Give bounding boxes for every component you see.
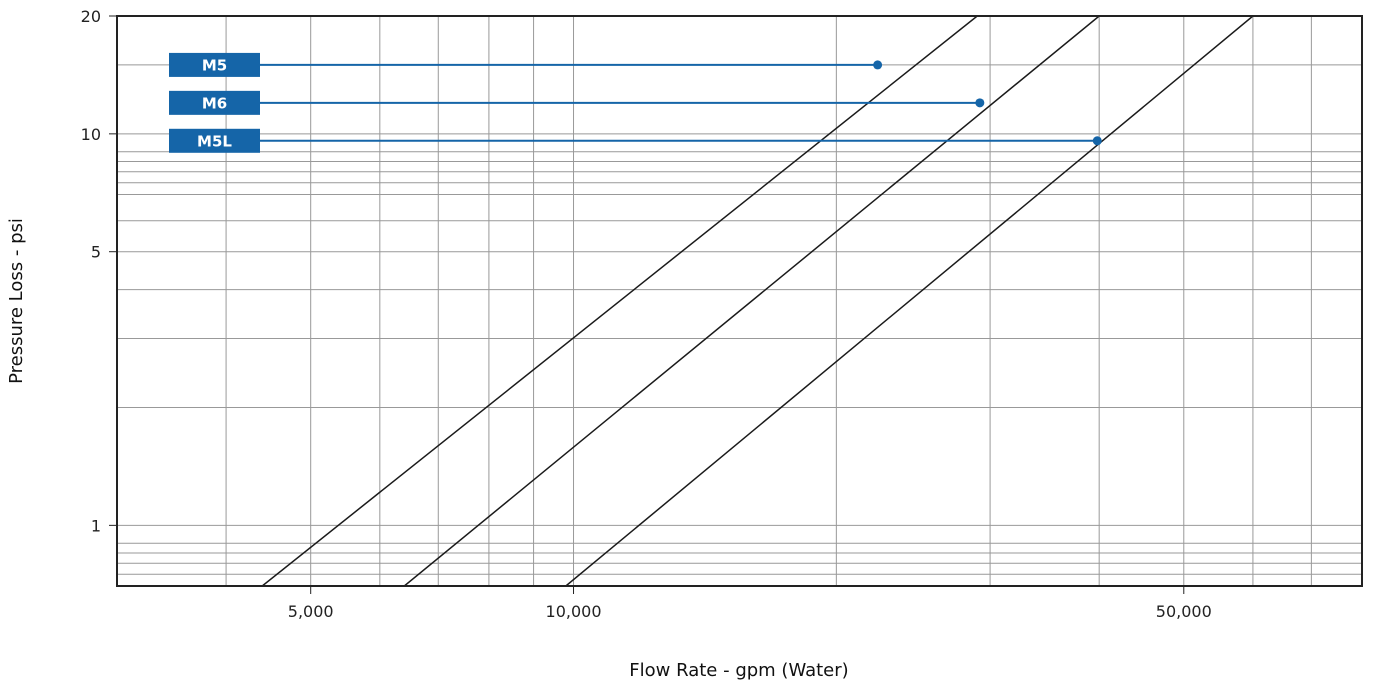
plot-frame — [116, 15, 1363, 587]
y-tick-label: 1 — [91, 516, 101, 535]
series-badge-label-m5: M5 — [202, 56, 227, 74]
series-badge-m5l — [169, 128, 260, 153]
marker-dot-m5 — [873, 60, 883, 70]
series-lines — [261, 16, 1254, 586]
series-badge-label-m6: M6 — [202, 94, 227, 112]
series-line-m5l — [565, 16, 1254, 586]
grid-lines — [117, 15, 1362, 587]
y-tick-label: 10 — [81, 125, 101, 144]
series-badge-m5 — [169, 52, 260, 77]
x-axis-label: Flow Rate - gpm (Water) — [629, 660, 848, 681]
x-tick-labels: 5,000 10,000 50,000 — [288, 586, 1212, 621]
x-tick-label: 50,000 — [1156, 602, 1212, 621]
y-tick-labels: 1 5 10 20 — [81, 7, 117, 535]
y-tick-label: 5 — [91, 243, 101, 262]
marker-dot-m6 — [975, 98, 985, 108]
x-tick-label: 5,000 — [288, 602, 334, 621]
series-markers: M5 M6 M5L — [169, 52, 1102, 153]
series-line-m5 — [261, 16, 978, 586]
y-axis-label: Pressure Loss - psi — [6, 218, 27, 384]
marker-dot-m5l — [1092, 136, 1102, 146]
series-badge-label-m5l: M5L — [197, 132, 232, 150]
series-badge-m6 — [169, 90, 260, 115]
y-tick-label: 20 — [81, 7, 101, 26]
series-line-m6 — [403, 16, 1100, 586]
x-tick-label: 10,000 — [546, 602, 602, 621]
